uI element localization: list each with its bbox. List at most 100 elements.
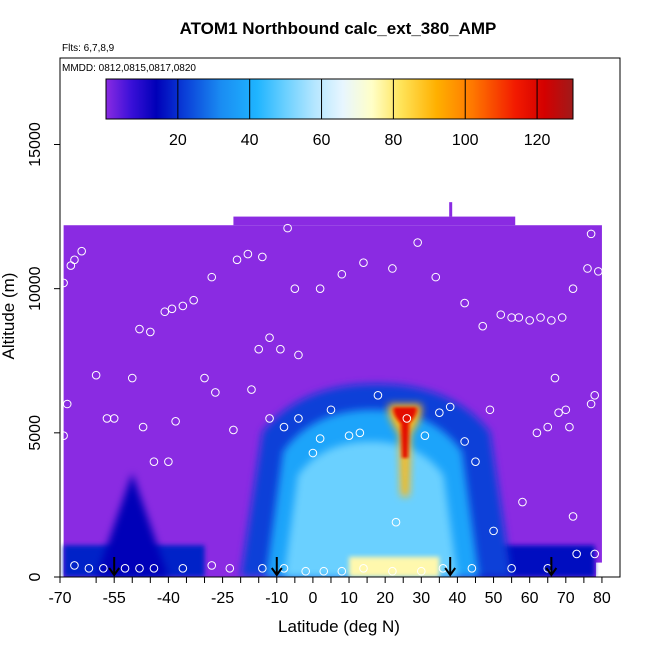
colorbar-tick-label: 60 [313, 132, 331, 149]
sample-point [561, 405, 571, 415]
x-tick-label: 0 [308, 590, 317, 607]
y-axis-label: Altitude (m) [0, 273, 18, 360]
x-tick-label: 10 [340, 590, 358, 607]
sample-point [276, 344, 285, 354]
sample-point [178, 564, 188, 573]
sample-point [60, 278, 68, 288]
x-tick-label: 70 [557, 590, 575, 607]
y-tick-label: 0 [27, 572, 44, 581]
sample-point [120, 564, 130, 573]
sample-point [557, 313, 567, 322]
sample-point [525, 316, 534, 325]
sample-point [416, 566, 426, 576]
colorbar-tick-label: 120 [524, 132, 551, 149]
colorbar-tick-label: 80 [384, 132, 402, 149]
sample-point [413, 238, 422, 247]
sample-point [496, 310, 506, 319]
sample-point [467, 564, 477, 573]
sample-point [149, 457, 159, 466]
colorbar-tick-label: 40 [241, 132, 259, 149]
sample-point [290, 284, 300, 293]
sample-point [200, 373, 209, 383]
sample-points [60, 223, 603, 576]
sample-point [315, 284, 325, 293]
sample-point [431, 272, 441, 282]
x-tick-label: -25 [211, 590, 234, 607]
sample-point [315, 434, 325, 443]
sample-point [373, 391, 383, 400]
sample-point [308, 448, 318, 458]
sample-point [326, 405, 336, 415]
sample-point [283, 223, 292, 233]
sample-point [160, 307, 170, 317]
sample-point [514, 313, 524, 322]
feature-surface-bright-band [349, 556, 440, 577]
sample-point [568, 284, 578, 293]
sample-point [543, 422, 553, 432]
sample-point [164, 457, 173, 466]
dates-label: MMDD: 0812,0815,0817,0820 [62, 63, 196, 74]
x-axis-label: Latitude (deg N) [278, 617, 400, 636]
x-tick-label: -10 [265, 590, 288, 607]
sample-point [471, 457, 480, 466]
sample-point [536, 313, 545, 322]
x-tick-label: 20 [376, 590, 394, 607]
sample-point [77, 246, 86, 256]
sample-point [355, 428, 365, 438]
sample-point [109, 414, 119, 423]
sample-point [211, 388, 220, 397]
sample-point [207, 272, 217, 282]
sample-point [420, 431, 430, 441]
sample-point [489, 526, 498, 536]
colorbar: 20 40 60 80 100 120 [105, 78, 574, 149]
colorbar-tick-label: 100 [452, 132, 479, 149]
flights-label: Flts: 6,7,8,9 [62, 43, 115, 54]
flight-arrow-head [108, 567, 121, 577]
sample-point [391, 517, 401, 527]
sample-point [547, 316, 556, 325]
sample-point [550, 373, 560, 383]
x-tick-label: -40 [157, 590, 180, 607]
sample-point [135, 324, 144, 334]
heatmap-field [63, 202, 608, 577]
sample-point [149, 564, 159, 573]
sample-point [594, 267, 603, 276]
sample-point [279, 422, 289, 432]
sample-point [229, 425, 238, 435]
sample-point [438, 564, 448, 573]
sample-point [532, 428, 542, 438]
x-tick-label: -55 [103, 590, 126, 607]
sample-point [554, 408, 563, 417]
sample-point [146, 327, 155, 337]
field-spike [449, 202, 453, 217]
flight-arrow-head [444, 567, 457, 577]
sample-point [225, 564, 235, 573]
flight-arrows [108, 557, 558, 577]
sample-point [178, 301, 188, 311]
sample-point [254, 344, 264, 354]
x-tick-label: 60 [521, 590, 539, 607]
feature-southern-wedge [96, 473, 169, 577]
flight-arrow-head [545, 567, 558, 577]
field-notch [595, 562, 608, 577]
sample-point [294, 350, 303, 360]
sample-point [127, 373, 137, 383]
sample-point [70, 561, 79, 570]
sample-point [586, 229, 596, 239]
x-tick-label: 80 [593, 590, 611, 607]
field-top-step [233, 216, 516, 226]
y-tick-label: 10000 [27, 266, 44, 311]
sample-point [301, 566, 310, 576]
sample-point [337, 269, 347, 279]
sample-point [590, 549, 600, 559]
sample-point [435, 408, 444, 417]
sample-point [138, 422, 148, 432]
flight-arrow-head [270, 567, 283, 577]
sample-point [565, 422, 574, 432]
sample-point [279, 564, 289, 573]
sample-point [265, 414, 274, 423]
sample-point [445, 402, 455, 412]
x-axis: -70 -55 -40 -25 -10 0 10 20 30 40 50 60 70 80 [48, 576, 611, 607]
y-tick-label: 15000 [27, 122, 44, 167]
